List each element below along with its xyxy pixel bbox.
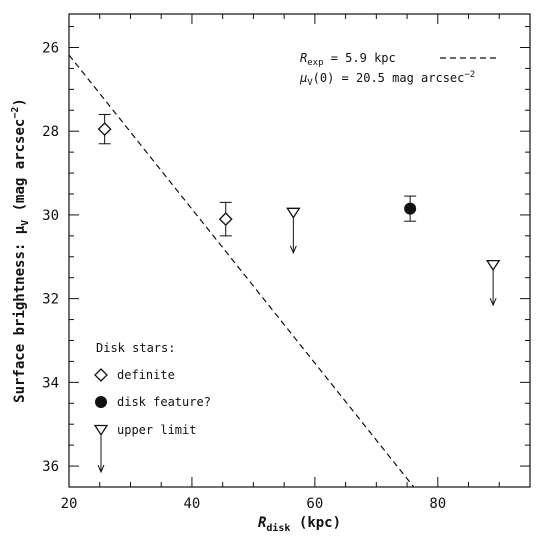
legend-label: definite bbox=[117, 368, 175, 382]
data-point-upper-limit bbox=[286, 207, 301, 219]
data-point-disk-feature bbox=[404, 202, 417, 215]
y-axis: 26 28 30 32 34 36 bbox=[42, 26, 530, 488]
model-central-brightness-label: μV(0) = 20.5 mag arcsec−2 bbox=[299, 70, 475, 88]
y-tick-label: 30 bbox=[42, 208, 59, 224]
y-axis-title: Surface brightness: μV (mag arcsec−2) bbox=[10, 98, 31, 403]
legend-marker-definite bbox=[94, 368, 108, 382]
legend-label: disk feature? bbox=[117, 395, 211, 409]
y-tick-label: 32 bbox=[42, 292, 59, 308]
legend-marker-upper-limit bbox=[93, 424, 109, 436]
model-scale-length-label: Rexp = 5.9 kpc bbox=[300, 51, 396, 68]
x-tick-label: 40 bbox=[184, 496, 201, 512]
x-axis-title: Rdisk (kpc) bbox=[258, 515, 341, 534]
upper-limit-arrow-head bbox=[289, 245, 297, 255]
y-tick-label: 34 bbox=[42, 375, 59, 391]
model-line bbox=[68, 54, 415, 488]
y-tick-label: 26 bbox=[42, 40, 59, 56]
x-tick-label: 80 bbox=[429, 496, 446, 512]
data-point-definite bbox=[218, 212, 233, 227]
x-axis: 20 40 60 80 bbox=[61, 14, 531, 512]
legend-marker-disk-feature bbox=[95, 396, 107, 408]
upper-limit-arrow-head bbox=[489, 297, 497, 307]
plot-frame bbox=[68, 13, 531, 488]
y-tick-label: 28 bbox=[42, 124, 59, 140]
legend-label: upper limit bbox=[117, 423, 196, 437]
data-point-definite bbox=[97, 122, 112, 137]
y-tick-label: 36 bbox=[42, 459, 59, 475]
legend-title: Disk stars: bbox=[96, 341, 175, 355]
x-tick-label: 20 bbox=[61, 496, 78, 512]
data-point-upper-limit bbox=[485, 260, 501, 272]
x-tick-label: 60 bbox=[306, 496, 323, 512]
legend-upper-limit-arrow-head bbox=[97, 464, 105, 474]
